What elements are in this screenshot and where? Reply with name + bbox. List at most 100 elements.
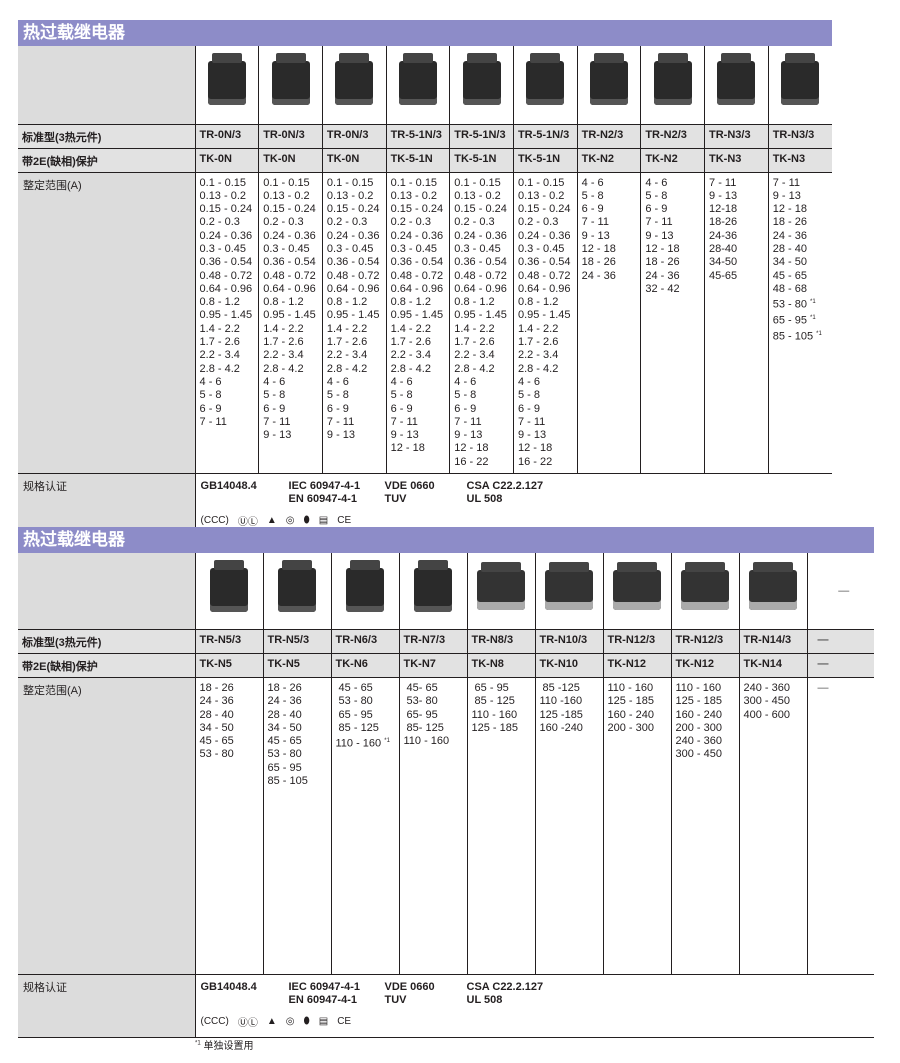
range-value: 16 - 22 — [454, 455, 489, 468]
ul-icon: ⓊⓁ — [237, 517, 258, 529]
range-value: 0.15 - 0.24 — [390, 203, 444, 216]
product-image — [194, 553, 263, 630]
range-value: 400 - 600 — [743, 708, 790, 721]
label-cert: 规格认证 — [18, 473, 196, 537]
tk-cell: TK-N6 — [330, 653, 399, 678]
range-value: 300 - 450 — [743, 695, 790, 708]
range-value: 110 -160 — [539, 695, 583, 708]
tk-cell: TK-N2 — [640, 148, 705, 173]
range-value: 2.8 - 4.2 — [326, 362, 368, 375]
range-value: 9 - 13 — [454, 429, 483, 442]
range-value: 9 - 13 — [645, 229, 674, 242]
range-value: 85 -125 — [539, 682, 580, 694]
range-value: 240 - 360 — [675, 735, 722, 748]
relay-photo — [613, 561, 661, 610]
range-value: 2.8 - 4.2 — [390, 362, 431, 375]
range-value: 200 - 300 — [675, 721, 722, 734]
range-value: 2.2 - 3.4 — [390, 349, 431, 362]
range-value: 0.1 - 0.15 — [199, 176, 246, 189]
range-value: 2.2 - 3.4 — [263, 349, 304, 362]
range-value: 0.48 - 0.72 — [263, 269, 316, 282]
range-value: 0.15 - 0.24 — [263, 203, 316, 216]
range-value: 0.8 - 1.2 — [454, 296, 495, 309]
range-cell: 65 - 95 85 - 125 110 - 160 125 - 185 — [466, 677, 535, 975]
range-value: 1.7 - 2.6 — [199, 336, 240, 349]
relay-photo — [346, 559, 384, 612]
footnote-mark: *1 — [810, 315, 816, 322]
range-value: 0.64 - 0.96 — [326, 282, 380, 295]
range-value: 0.24 - 0.36 — [517, 229, 571, 242]
product-image — [704, 46, 769, 124]
range-value: 34-50 — [709, 256, 738, 269]
range-value: 24 - 36 — [267, 695, 302, 708]
range-value: 12 - 18 — [645, 242, 680, 255]
range-value: 0.13 - 0.2 — [517, 189, 565, 202]
range-value: 0.8 - 1.2 — [199, 296, 240, 309]
model-cell: TR-N7/3 — [398, 629, 467, 654]
range-value: 4 - 6 — [390, 375, 413, 388]
product-image — [767, 46, 832, 124]
range-value: 4 - 6 — [645, 176, 668, 189]
range-value: 5 - 8 — [581, 189, 604, 202]
label-standard: 标准型(3热元件) — [18, 123, 196, 149]
product-image — [321, 46, 387, 124]
label-standard: 标准型(3热元件) — [18, 629, 195, 654]
range-value: 125 - 185 — [675, 695, 722, 708]
range-value: 160 - 240 — [607, 708, 654, 721]
range-value: 300 - 450 — [675, 748, 722, 761]
range-value: 0.1 - 0.15 — [263, 176, 310, 189]
relay-photo — [335, 53, 374, 106]
model-cell: TR-N10/3 — [534, 629, 603, 654]
relay-photo — [653, 53, 692, 106]
relay-photo — [717, 53, 756, 106]
range-value: 0.2 - 0.3 — [326, 216, 368, 229]
range-value: 0.1 - 0.15 — [326, 176, 374, 189]
range-cell: 18 - 26 24 - 36 28 - 40 34 - 50 45 - 65 53 - … — [262, 677, 331, 975]
label-phase: 带2E(缺相)保护 — [18, 148, 196, 173]
tk-cell: TK-N5 — [194, 653, 263, 678]
range-value: 5 - 8 — [645, 189, 668, 202]
range-value: 110 - 160 — [675, 682, 722, 694]
product-image — [534, 553, 603, 630]
model-cell: TR-N5/3 — [262, 629, 331, 654]
range-value: 0.36 - 0.54 — [390, 256, 444, 269]
model-cell: TR-0N/3 — [258, 123, 323, 149]
ce-icon: CE — [337, 1016, 352, 1027]
range-value: 0.95 - 1.45 — [390, 309, 444, 322]
range-value: 7 - 11 — [263, 415, 291, 428]
range-cell: 18 - 26 24 - 36 28 - 40 34 - 50 45 - 65 53 - … — [194, 677, 263, 975]
range-value: 53 - 80 *1 — [772, 298, 816, 311]
nemko-icon: ◎ — [285, 515, 295, 527]
standard-text: IEC 60947-4-1 EN 60947-4-1 — [288, 480, 361, 506]
range-value: 1.4 - 2.2 — [454, 322, 495, 335]
range-value: 18 - 26 — [645, 256, 680, 269]
certifications: GB14048.4 IEC 60947-4-1 EN 60947-4-1 VDE 0… — [194, 473, 832, 537]
range-cell: 85 -125 110 -160 125 -185 160 -240 — [534, 677, 603, 975]
range-value: 24 - 36 — [581, 269, 616, 282]
range-value: 12 - 18 — [390, 442, 425, 455]
tuv-icon: ⬮ — [303, 1016, 310, 1027]
relay-photo — [781, 53, 820, 106]
range-value: 65 - 95 — [267, 761, 302, 774]
range-cell: 7 - 11 9 - 13 12 - 18 18 - 26 24 - 36 28 - 40… — [767, 172, 832, 474]
range-cell: 45 - 65 53 - 80 65 - 95 85 - 125 110 - 16… — [330, 677, 399, 975]
tk-cell: TK-5-1N — [385, 148, 450, 173]
range-value: 0.3 - 0.45 — [199, 242, 246, 255]
range-value: 34 - 50 — [267, 721, 302, 734]
tk-cell: TK-N2 — [576, 148, 641, 173]
range-value: 12-18 — [709, 203, 738, 216]
standard-text: VDE 0660 TUV — [384, 480, 435, 506]
range-value: 7 - 11 — [772, 176, 801, 189]
range-value: 9 - 13 — [517, 429, 547, 442]
range-value: 1.7 - 2.6 — [326, 336, 368, 349]
empty-cell: — — [806, 553, 874, 630]
range-value: 0.64 - 0.96 — [263, 282, 316, 295]
product-image — [385, 46, 450, 124]
range-value: 5 - 8 — [454, 389, 477, 402]
range-value: 45 - 65 — [772, 269, 807, 282]
range-value: 0.64 - 0.96 — [199, 282, 253, 295]
range-value: 0.24 - 0.36 — [390, 229, 444, 242]
tk-cell: TK-N12 — [670, 653, 739, 678]
standard-text: GB14048.4 — [200, 480, 257, 493]
empty-cell: — — [806, 653, 874, 678]
